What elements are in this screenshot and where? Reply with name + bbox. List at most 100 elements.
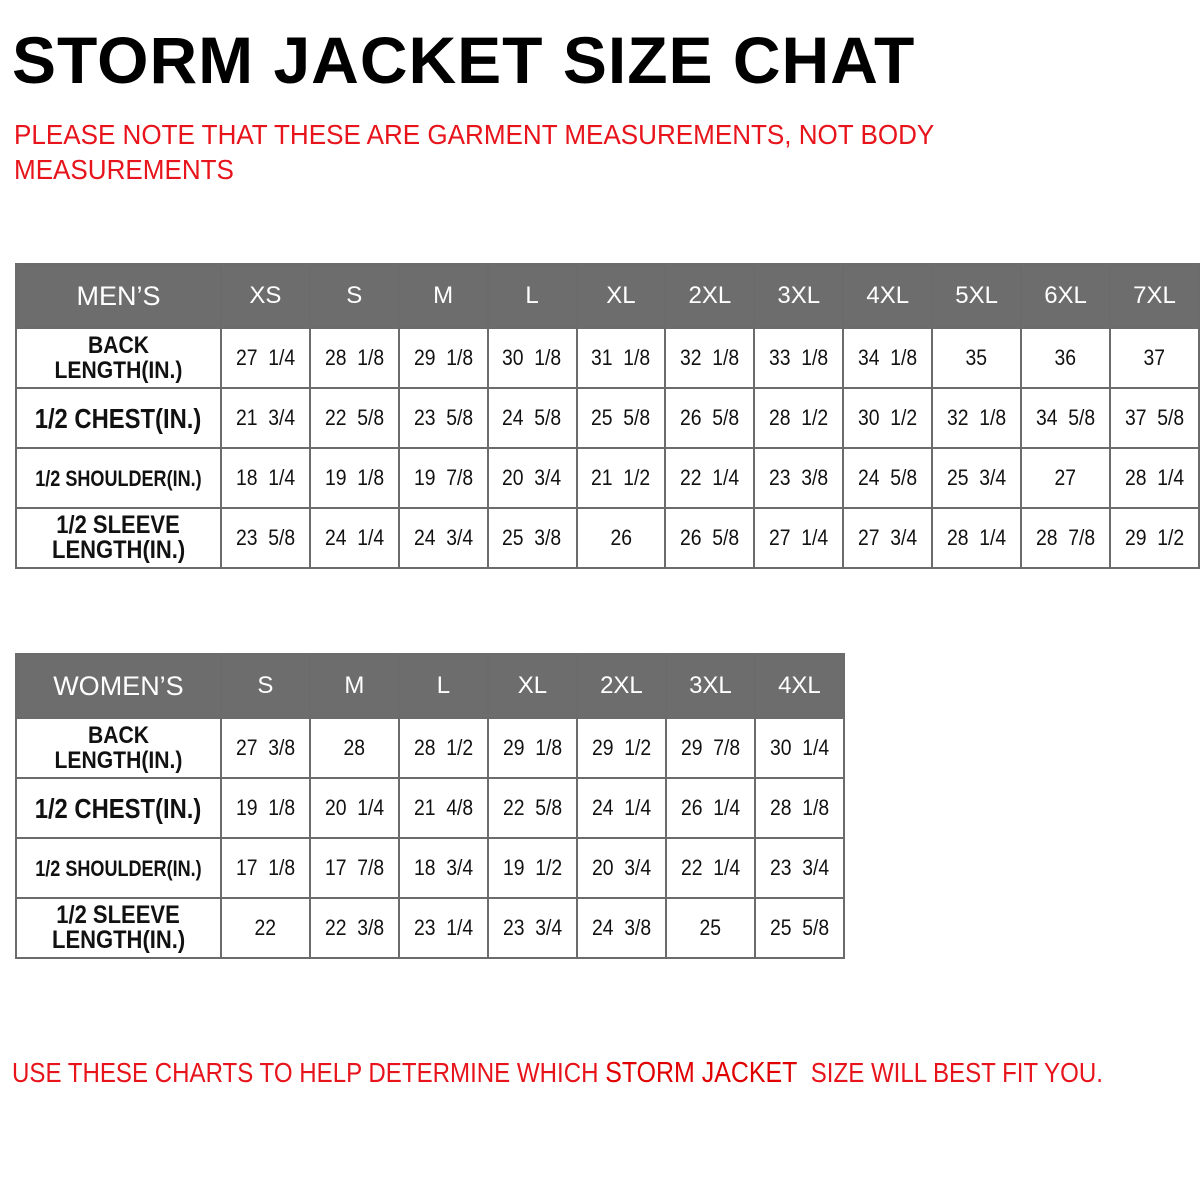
size-header: 4XL (753, 653, 845, 719)
measurement-value-text: 23 5/8 (413, 405, 473, 430)
measurement-value: 28 1/2 (753, 387, 845, 449)
measurement-value-text: 21 4/8 (413, 795, 473, 820)
measurement-value: 28 7/8 (1020, 507, 1111, 569)
measurement-value: 21 1/2 (575, 447, 667, 509)
measurement-value: 24 5/8 (842, 447, 934, 509)
measurement-value-text: 27 (1054, 465, 1077, 490)
measurement-value: 25 5/8 (753, 897, 845, 959)
measurement-value-text: 28 (343, 735, 366, 760)
measurement-value-text: 36 (1054, 345, 1077, 370)
measurement-value: 27 3/4 (842, 507, 934, 569)
header-row: WOMEN’S S M L XL 2XL 3XL 4XL (15, 653, 845, 719)
size-header: S (219, 653, 311, 719)
measurement-value-text: 29 1/8 (413, 345, 473, 370)
measurement-value: 28 1/2 (397, 717, 489, 779)
measurement-value-text: 24 1/4 (591, 795, 651, 820)
measurement-value: 30 1/2 (842, 387, 934, 449)
measurement-value: 17 7/8 (308, 837, 400, 899)
measurement-value-text: 18 1/4 (235, 465, 295, 490)
measurement-value: 36 (1020, 327, 1111, 389)
measurement-value-text: 31 1/8 (591, 345, 651, 370)
page-title: STORM JACKET SIZE CHAT (12, 23, 916, 97)
measurement-value: 24 1/4 (308, 507, 400, 569)
measurement-label: 1/2 CHEST(IN.) (15, 387, 222, 449)
size-header: 2XL (575, 653, 667, 719)
measurement-value-text: 25 3/4 (947, 465, 1007, 490)
measurement-value: 29 1/8 (486, 717, 578, 779)
measurement-value-text: 28 1/4 (1124, 465, 1185, 490)
measurement-value-text: 23 5/8 (235, 525, 295, 550)
womens-size-table: WOMEN’S S M L XL 2XL 3XL 4XL BACK LENGTH(IN.) 27 … (15, 653, 845, 959)
measurement-value-text: 19 1/8 (324, 465, 384, 490)
measurement-label-text: BACK LENGTH(IN.) (54, 722, 183, 774)
measurement-value-text: 23 3/8 (769, 465, 829, 490)
measurement-value: 18 3/4 (397, 837, 489, 899)
size-header: L (397, 653, 489, 719)
measurement-value-text: 27 1/4 (769, 525, 829, 550)
measurement-label: BACK LENGTH(IN.) (15, 717, 222, 779)
measurement-value: 19 1/8 (219, 777, 311, 839)
measurement-value: 29 1/2 (575, 717, 667, 779)
measurement-value: 23 5/8 (397, 387, 489, 449)
measurement-value-text: 28 1/2 (769, 405, 829, 430)
measurement-value-text: 22 3/8 (324, 915, 384, 940)
measurement-value-text: 20 3/4 (502, 465, 562, 490)
measurement-label-text: 1/2 SLEEVE LENGTH(IN.) (52, 511, 186, 564)
measurement-label: 1/2 SLEEVE LENGTH(IN.) (15, 897, 222, 959)
header-row: MEN’S XS S M L XL 2XL 3XL 4XL 5XL 6XL 7XL (15, 263, 1200, 329)
measurement-value: 31 1/8 (575, 327, 667, 389)
measurement-value: 19 1/8 (308, 447, 400, 509)
measurement-value-text: 29 7/8 (680, 735, 740, 760)
measurement-value: 23 1/4 (397, 897, 489, 959)
measurement-value: 21 3/4 (219, 387, 311, 449)
measurement-value: 32 1/8 (931, 387, 1023, 449)
size-header: 2XL (664, 263, 756, 329)
measurement-value-text: 24 3/4 (413, 525, 473, 550)
measurement-value: 37 5/8 (1109, 387, 1200, 449)
table-row: 1/2 SHOULDER(IN.) 17 1/8 17 7/8 18 3/4 19 1/… (15, 837, 845, 899)
table-row: BACK LENGTH(IN.) 27 3/8 28 28 1/2 29 1/8 29 1… (15, 717, 845, 779)
measurement-value: 22 5/8 (308, 387, 400, 449)
measurement-value-text: 25 5/8 (591, 405, 651, 430)
measurement-value-text: 20 1/4 (324, 795, 384, 820)
measurement-value-text: 26 5/8 (680, 525, 740, 550)
measurement-value-text: 28 7/8 (1035, 525, 1096, 550)
garment-measurement-note: PLEASE NOTE THAT THESE ARE GARMENT MEASU… (14, 119, 934, 185)
size-header: 4XL (842, 263, 934, 329)
measurement-value-text: 22 5/8 (324, 405, 384, 430)
size-header: 3XL (664, 653, 756, 719)
size-header: M (397, 263, 489, 329)
measurement-value-text: 37 (1143, 345, 1166, 370)
measurement-value: 32 1/8 (664, 327, 756, 389)
measurement-value: 27 3/8 (219, 717, 311, 779)
measurement-value-text: 24 3/8 (591, 915, 651, 940)
measurement-value-text: 22 1/4 (680, 855, 740, 880)
measurement-value-text: 28 1/8 (324, 345, 384, 370)
table-gender-label: MEN’S (15, 263, 222, 329)
measurement-value-text: 34 1/8 (858, 345, 918, 370)
measurement-value-text: 22 (254, 915, 277, 940)
measurement-value: 26 5/8 (664, 507, 756, 569)
measurement-value-text: 37 5/8 (1124, 405, 1185, 430)
size-header: XL (486, 653, 578, 719)
measurement-value-text: 27 1/4 (235, 345, 295, 370)
measurement-value-text: 28 1/8 (769, 795, 829, 820)
measurement-value: 20 3/4 (575, 837, 667, 899)
measurement-value: 23 3/4 (486, 897, 578, 959)
measurement-value: 21 4/8 (397, 777, 489, 839)
measurement-label-text: 1/2 SLEEVE LENGTH(IN.) (52, 901, 186, 954)
footer-text-after: SIZE WILL BEST FIT YOU. (797, 1057, 1103, 1088)
measurement-value: 22 (219, 897, 311, 959)
table-row: 1/2 SLEEVE LENGTH(IN.) 23 5/8 24 1/4 24 3/4… (15, 507, 1200, 569)
measurement-label-text: BACK LENGTH(IN.) (54, 332, 183, 384)
measurement-value: 22 3/8 (308, 897, 400, 959)
measurement-value: 27 1/4 (753, 507, 845, 569)
table-row: 1/2 SLEEVE LENGTH(IN.) 22 22 3/8 23 1/4 23 3… (15, 897, 845, 959)
table-row: 1/2 CHEST(IN.) 19 1/8 20 1/4 21 4/8 22 5/8 24… (15, 777, 845, 839)
measurement-value-text: 34 5/8 (1035, 405, 1096, 430)
size-header: 5XL (931, 263, 1023, 329)
measurement-label: 1/2 SHOULDER(IN.) (15, 837, 222, 899)
table-row: 1/2 CHEST(IN.) 21 3/4 22 5/8 23 5/8 24 5/8 25… (15, 387, 1200, 449)
measurement-value-text: 19 1/2 (502, 855, 562, 880)
measurement-value: 29 1/8 (397, 327, 489, 389)
